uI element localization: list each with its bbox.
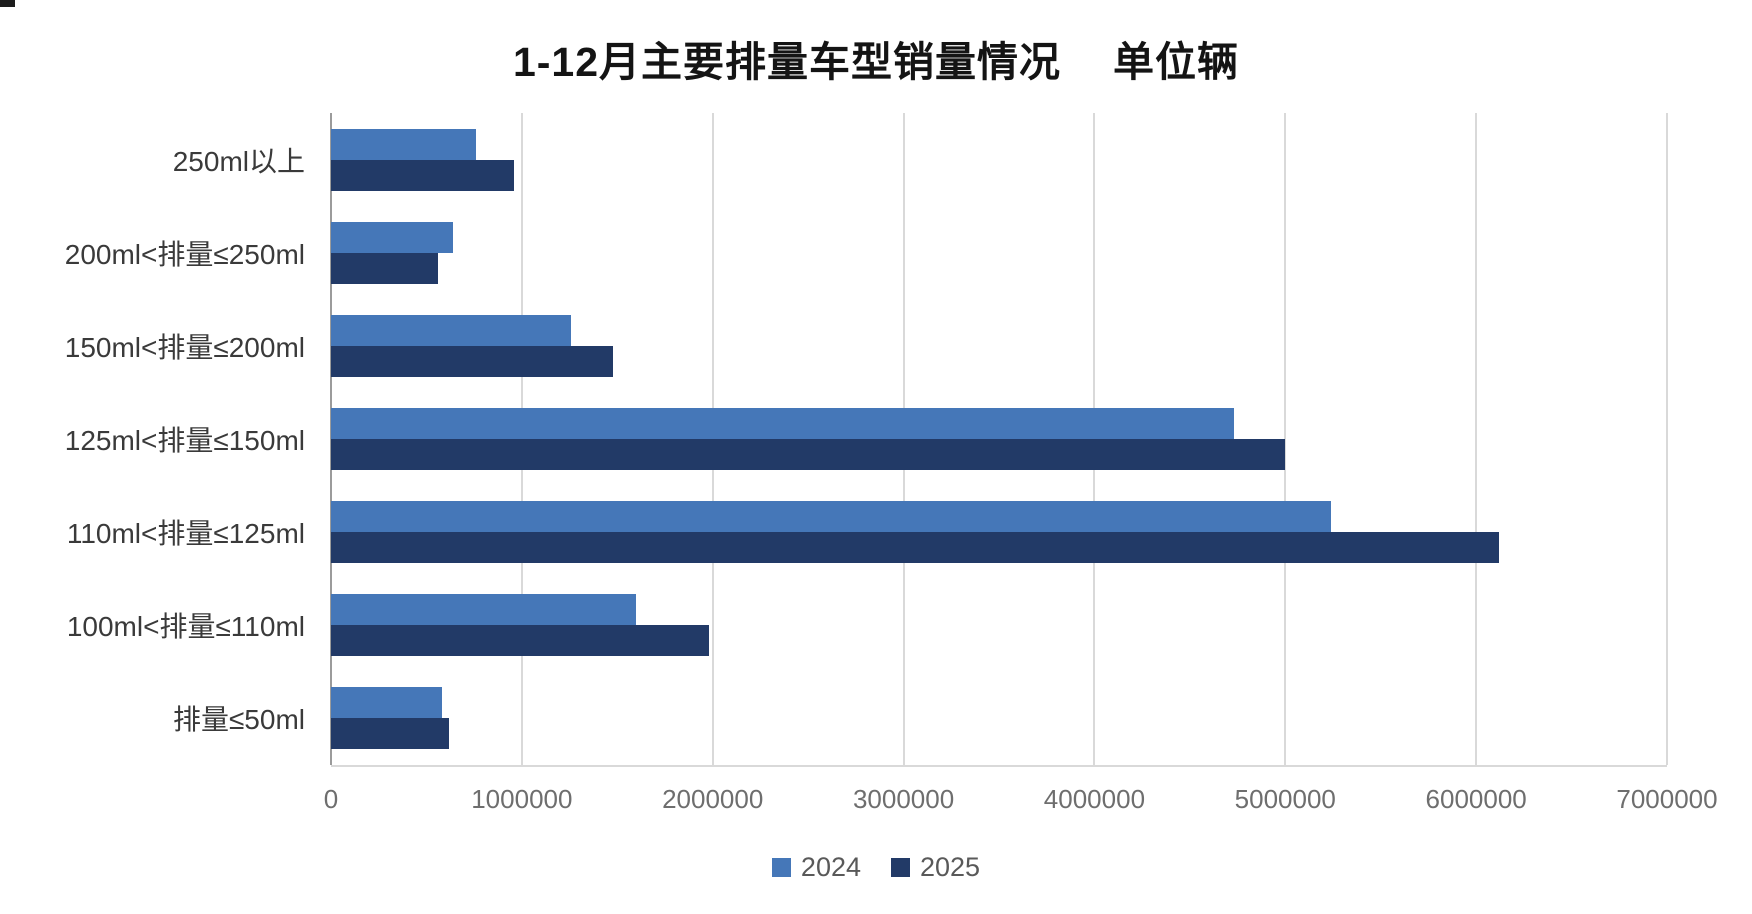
chart-title-unit: 单位辆	[1113, 39, 1240, 85]
bar-2024	[331, 594, 637, 626]
bar-group	[331, 206, 1667, 299]
bar-2025	[331, 625, 709, 657]
bar-2025	[331, 532, 1500, 564]
category-label: 100ml<排量≤110ml	[66, 611, 305, 643]
corner-artifact	[0, 0, 15, 7]
category-label: 200ml<排量≤250ml	[64, 238, 305, 270]
chart-title-main: 1-12月主要排量车型销量情况	[512, 39, 1062, 85]
value-axis-tick-label: 1000000	[471, 784, 573, 814]
bar-2025	[331, 252, 438, 284]
bar-2024	[331, 128, 477, 160]
bar-group	[331, 579, 1667, 672]
bar-rows	[331, 113, 1667, 765]
value-axis-tick-label: 5000000	[1234, 784, 1336, 814]
value-axis-tick-label: 3000000	[852, 784, 955, 814]
value-axis-tick-label: 2000000	[662, 784, 764, 814]
legend-swatch-2024	[771, 858, 791, 877]
bar-2025	[331, 438, 1286, 470]
bar-2025	[331, 159, 515, 191]
category-label: 排量≤50ml	[172, 704, 305, 736]
bar-2025	[331, 718, 450, 750]
value-axis-tick-label: 6000000	[1425, 784, 1527, 814]
category-label: 250ml以上	[172, 145, 305, 177]
legend-item-2025: 2025	[891, 852, 980, 883]
bar-2024	[331, 314, 572, 346]
bar-group	[331, 299, 1667, 392]
category-label: 150ml<排量≤200ml	[64, 331, 305, 363]
gridline	[1284, 113, 1287, 765]
legend-swatch-2025	[891, 858, 910, 877]
legend-label-2024: 2024	[800, 852, 861, 882]
bar-group	[331, 486, 1667, 579]
gridline	[1666, 113, 1668, 765]
bar-group	[331, 672, 1667, 765]
bar-2024	[331, 687, 442, 719]
value-axis-tick-label: 0	[323, 784, 339, 814]
plot-area	[330, 113, 1668, 767]
category-label: 110ml<排量≤125ml	[66, 518, 305, 550]
legend: 2024 2025	[0, 852, 1752, 883]
bar-2024	[331, 407, 1234, 439]
bar-2024	[331, 501, 1332, 533]
bar-2025	[331, 345, 614, 377]
value-axis-tick-label: 4000000	[1043, 784, 1146, 814]
bar-group	[331, 392, 1667, 485]
value-axis-tick-label: 7000000	[1616, 784, 1718, 814]
category-axis-labels: 250ml以上 200ml<排量≤250ml 150ml<排量≤200ml 125ml…	[0, 113, 305, 765]
bar-group	[331, 113, 1667, 206]
category-label: 125ml<排量≤150ml	[64, 424, 305, 456]
bar-2024	[331, 221, 454, 253]
value-axis-labels: 0 1000000 2000000 3000000 4000000 5000000 6000…	[324, 784, 1718, 820]
chart-title: 1-12月主要排量车型销量情况 单位辆	[0, 28, 1752, 88]
gridline	[1475, 113, 1478, 765]
legend-item-2024: 2024	[771, 852, 861, 883]
legend-label-2025: 2025	[920, 852, 981, 882]
